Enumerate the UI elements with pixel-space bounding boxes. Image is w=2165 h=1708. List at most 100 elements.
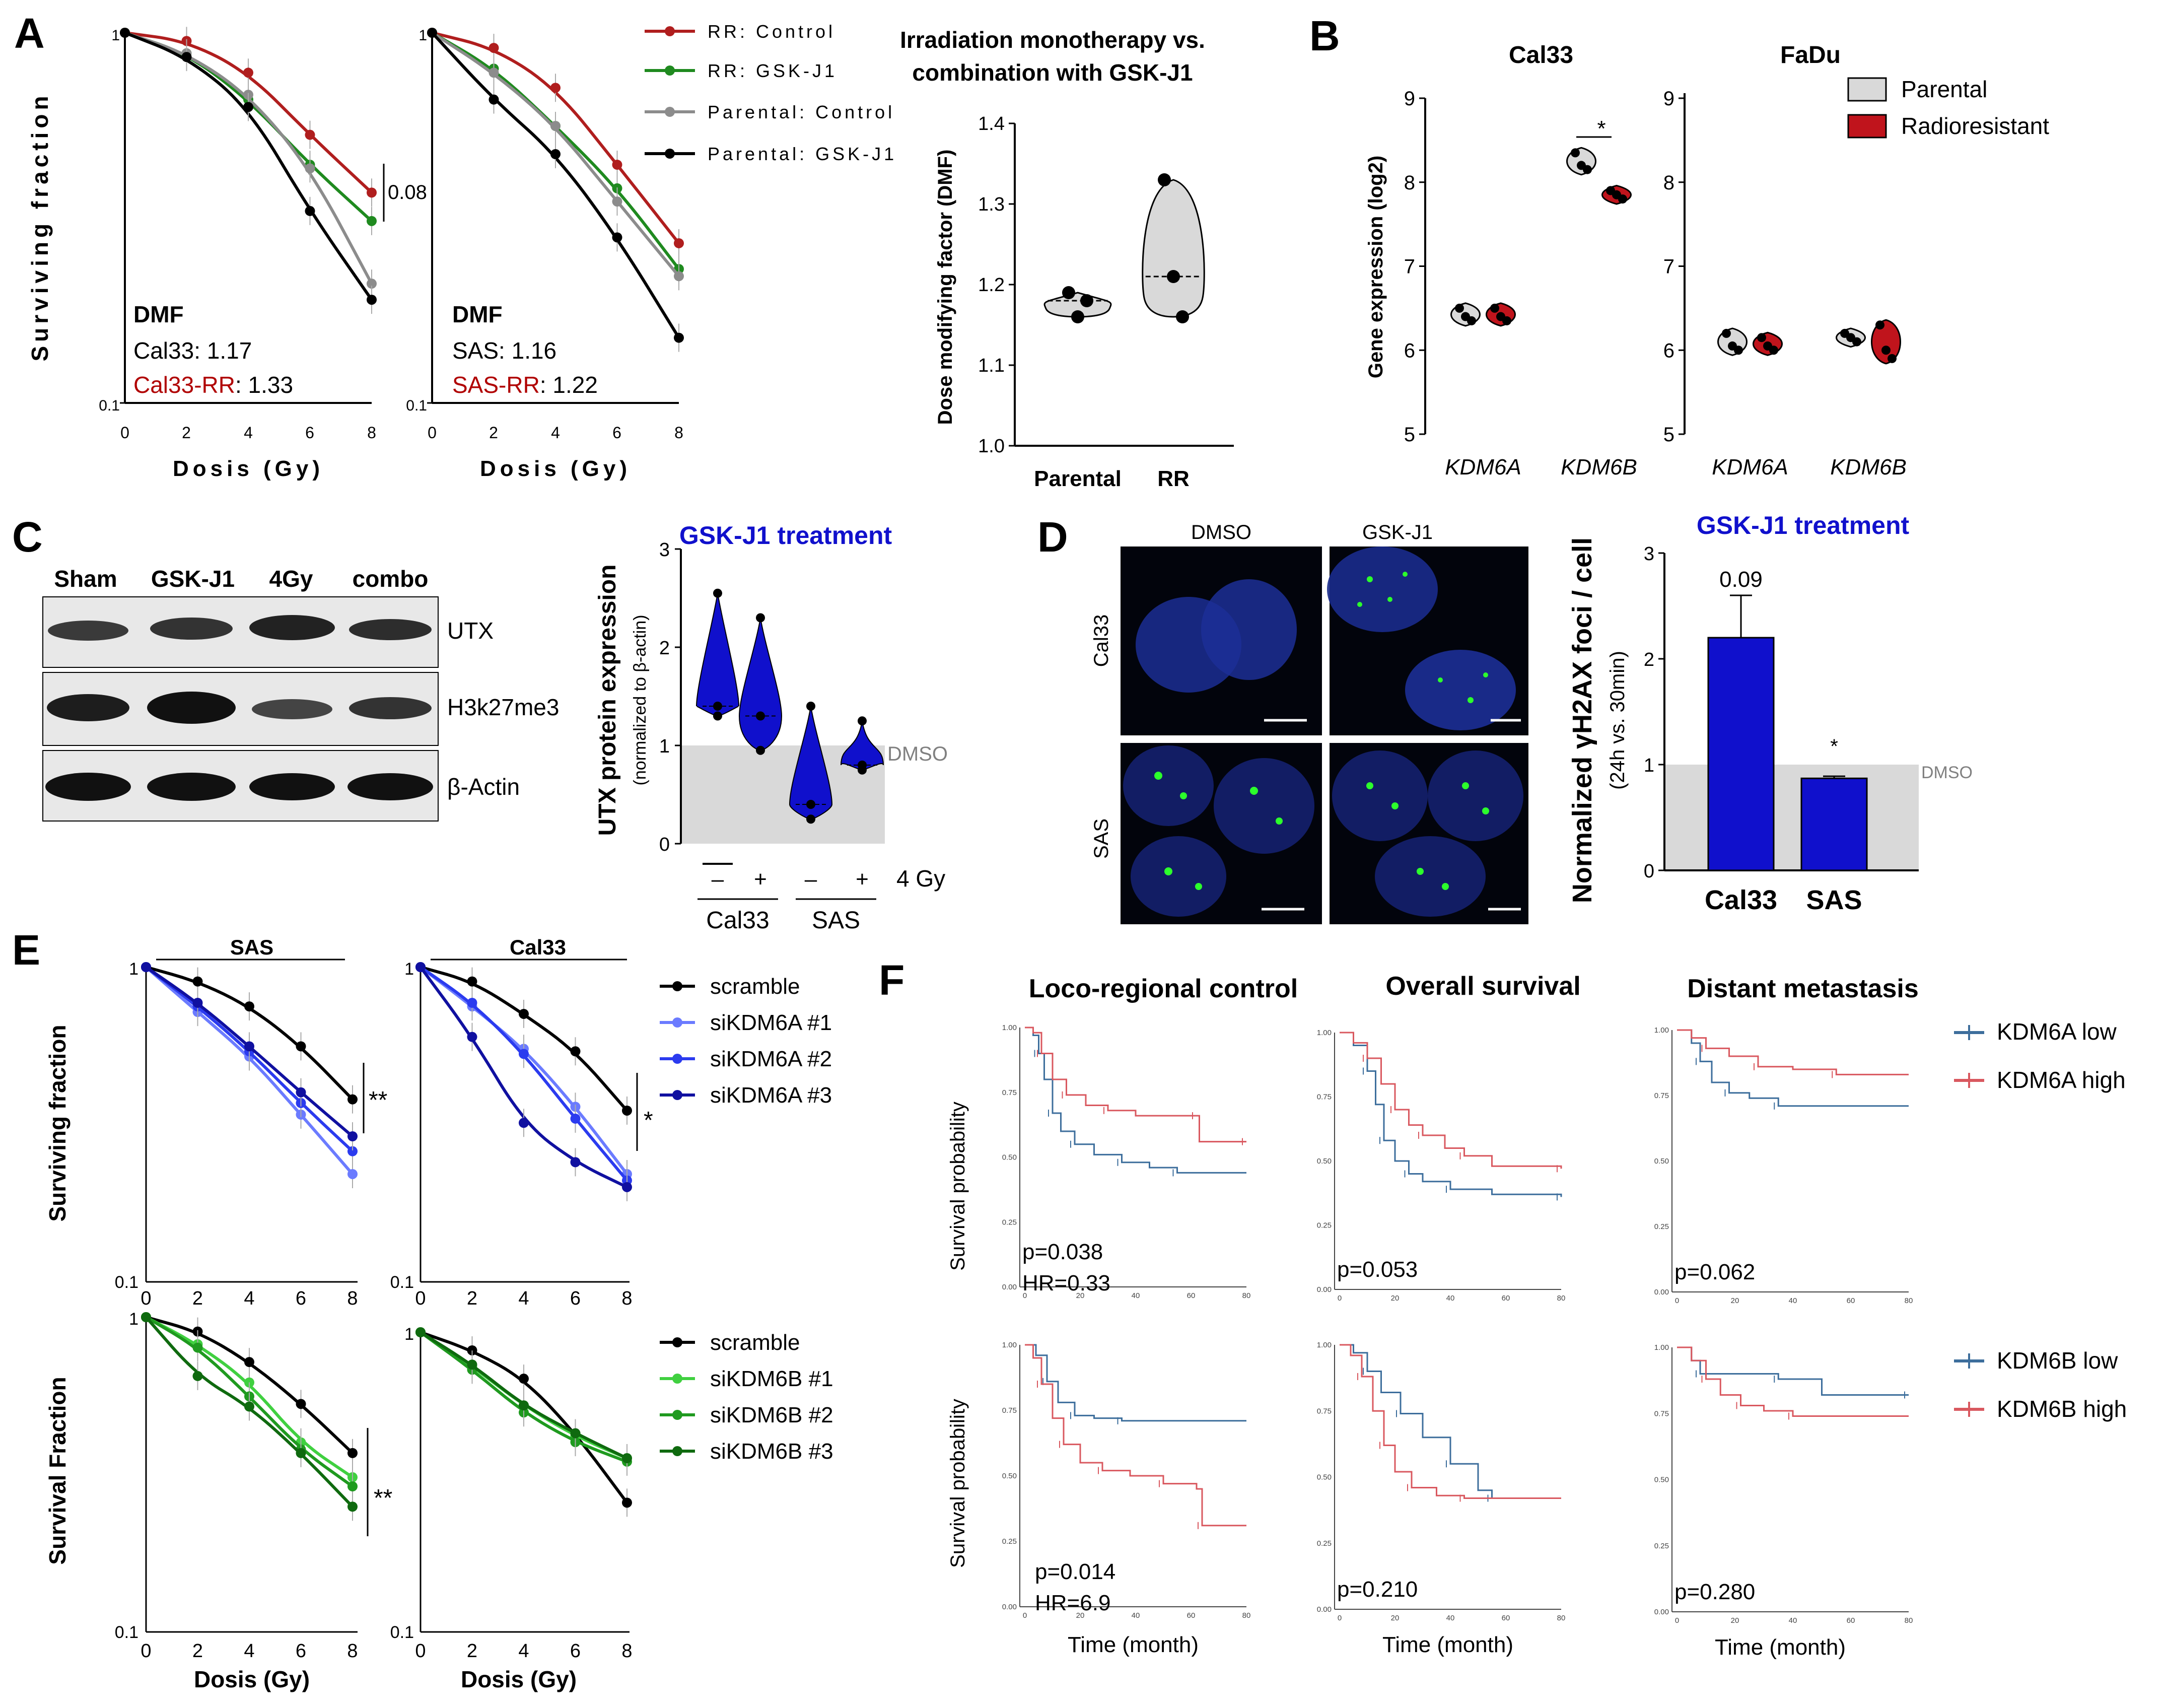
panel-f-kaplan-meier: Loco-regional control Overall survival D… [947,972,2127,1660]
plot-area [696,588,884,824]
data-point [570,1113,581,1124]
xtick-label: 80 [1242,1611,1251,1620]
xtick-label: 80 [1557,1614,1566,1622]
km-xlabel-1: Time (month) [1068,1632,1199,1657]
ytick-label: 0 [659,834,670,855]
data-point [1158,173,1171,186]
ytick-label: 1.2 [978,275,1005,296]
bar-sas [1800,777,1868,871]
micro-row-sas: SAS [1090,818,1112,859]
xtick-label: 60 [1502,1294,1510,1303]
legend-marker [672,1054,682,1064]
ytick-label: 1 [1644,755,1654,776]
data-point [296,1399,306,1409]
xtick-label: 0 [1023,1611,1027,1620]
data-point [181,52,192,62]
data-point [305,129,315,140]
data-point [467,1359,477,1370]
legend-marker [672,981,682,991]
data-point [756,711,765,721]
ytick-label: 0.75 [1317,1093,1332,1102]
panel-e-ylabel-top: Surviving fraction [44,1024,71,1221]
xtick-label: 2 [467,1641,477,1662]
ytick-label: 9 [1663,88,1674,110]
plot-area-fadu [1717,319,1901,365]
ytick-label: 1.0 [978,436,1005,457]
y-ticks-fadu: 5 6 7 8 9 [1663,88,1685,446]
dmf-value-sas: : 1.16 [499,337,556,364]
data-point [467,976,477,987]
panel-letter-c: C [12,513,43,561]
data-point [622,1453,632,1464]
panel-e-sas-kdm6b: 1 0.1 ** [115,1310,393,1642]
km-curve-kdm6a-high [1340,1032,1562,1169]
panel-c-ylabel-sub: (normalized to β-actin) [631,615,650,786]
ytick-label: 0.00 [1654,1288,1669,1296]
xtick-label: 0 [415,1288,426,1309]
ytick-0-1: 0.1 [390,1273,414,1292]
km-stat: p=0.280 [1674,1580,1755,1604]
km-title-distant: Distant metastasis [1687,974,1919,1003]
ytick-label: 3 [659,539,670,561]
ytick-label: 0.00 [1317,1285,1332,1294]
violin-ylabel: Dose modifying factor (DMF) [934,150,956,425]
legend-label: scramble [710,1330,800,1355]
ytick-1: 1 [404,960,414,979]
dmf-name-cal33: Cal33 [133,337,194,364]
xtick-8: 8 [367,424,376,442]
series-line-sikdm6a-3 [419,966,628,1189]
xtick-label: 60 [1847,1616,1855,1625]
xtick-label: 0 [1338,1294,1342,1303]
panel-c-ylabel: UTX protein expression [594,565,621,836]
group-label-sas: SAS [812,907,860,934]
legend-label: siKDM6A #2 [710,1047,832,1071]
data-point [367,216,377,226]
series-line-scramble [146,1316,354,1455]
panel-letter-a: A [14,10,45,57]
km-curve-kdm6b-high [1677,1346,1909,1417]
legend-marker [672,1017,682,1028]
panel-e-xlabel-right: Dosis (Gy) [461,1666,577,1692]
blot-beta-actin: β-Actin [42,750,520,822]
data-point [347,1448,358,1458]
ytick-0-1: 0.1 [390,1623,414,1642]
data-point [1888,354,1897,363]
km-legend-high: KDM6A high [1997,1067,2126,1093]
plot-area [141,962,358,1188]
data-point [244,1401,254,1412]
legend-marker [672,1090,682,1100]
legend-item-parental-control: Parental: Control [645,102,892,122]
legend-item-rr-gsk: RR: GSK-J1 [645,60,834,81]
ytick-label: 1.4 [978,113,1005,134]
xtick-label: 0 [1338,1614,1342,1622]
legend-marker [672,1410,682,1420]
xtick-label: 0 [141,1641,151,1662]
panel-letter-e: E [12,926,40,974]
data-point [244,1001,254,1012]
xtick-label: 4 [244,1641,254,1662]
group-label-cal33: Cal33 [706,907,769,934]
km-plot-1-0: 0.00 0.25 0.50 0.75 1.00 0 20 40 60 80 p=0.014 HR=6… [1002,1341,1251,1620]
km-curve-kdm6b-high [1025,1344,1246,1527]
ytick-label: 5 [1404,424,1415,446]
dmf-title-left: DMF [133,301,184,327]
ytick-0-1: 0.1 [115,1273,138,1292]
data-point [467,1032,477,1042]
xtick-label: 80 [1905,1616,1913,1625]
panel-e-cal33-kdm6b: 1 0.1 [390,1325,632,1642]
significance: * [644,1107,653,1134]
series-line-parental-gsk-j1 [431,31,680,339]
data-point [1769,346,1778,355]
ytick-1: 1 [129,1310,138,1329]
violin-shape [1871,319,1901,365]
x-axis-groups: – + – + 4 Gy Cal33 SAS [697,863,945,934]
data-point [347,1169,358,1179]
panel-a-right-xlabel: Dosis (Gy) [480,456,631,481]
panel-e-x-ticks: 0 2 4 6 8 0 2 4 6 8 0 2 4 6 8 0 2 4 6 8 [141,1288,632,1662]
km-ylabel-bottom: Survival probability [947,1399,969,1568]
xtick-label: 20 [1076,1611,1085,1620]
data-point [347,1501,358,1512]
dmf-name-sas-rr: SAS-RR [452,372,540,398]
data-point [806,702,815,711]
data-point [296,1041,306,1052]
